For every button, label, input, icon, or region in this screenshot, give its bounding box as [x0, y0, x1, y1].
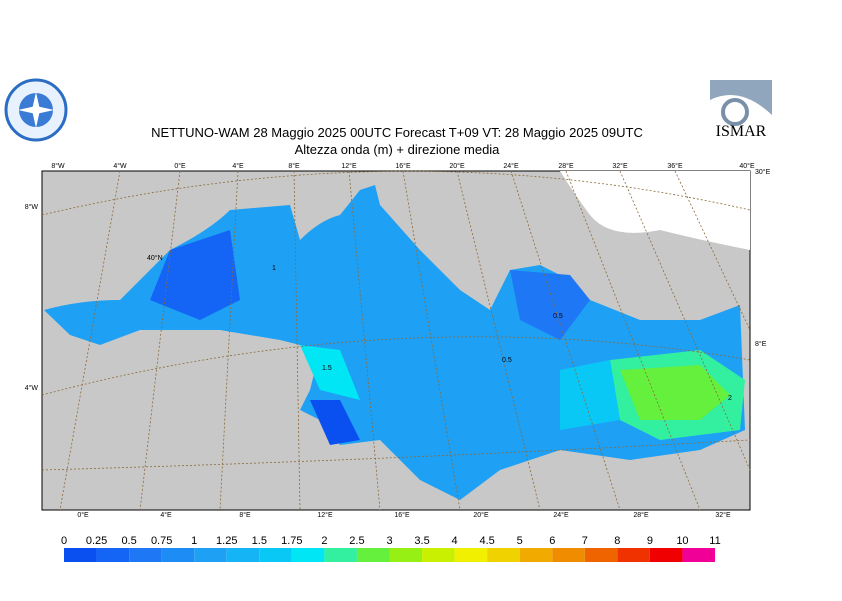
- lat-label: 30°E: [755, 168, 771, 176]
- lat-label: 8°E: [755, 340, 767, 348]
- contour-label: 2: [728, 395, 732, 402]
- colorbar-label: 1.5: [252, 535, 267, 547]
- map-labels: 8°W 4°W 0°E 4°E 8°E 12°E 16°E 20°E 24°E 28°E 32°E 3…: [25, 162, 771, 519]
- lon-label: 0°E: [174, 162, 186, 170]
- colorbar-label: 1.25: [216, 535, 237, 547]
- lon-label: 4°E: [232, 162, 244, 170]
- colorbar-label: 3.5: [414, 535, 429, 547]
- colorbar-swatch: [584, 548, 618, 562]
- lon-label: 4°E: [160, 511, 172, 519]
- logo-left: [4, 78, 68, 142]
- contour-label: 1.5: [322, 365, 332, 372]
- lon-label: 32°E: [715, 511, 731, 519]
- colorbar-swatch: [519, 548, 553, 562]
- colorbar-label: 3: [386, 535, 392, 547]
- colorbar-label: 10: [676, 535, 688, 547]
- subtitle: Altezza onda (m) + direzione media: [295, 142, 501, 157]
- lon-label: 0°E: [77, 511, 89, 519]
- lat-label: 8°W: [25, 203, 39, 211]
- lon-label: 36°E: [667, 162, 683, 170]
- colorbar-swatch: [259, 548, 292, 562]
- colorbar-label: 4: [452, 535, 458, 547]
- lon-label: 20°E: [449, 162, 465, 170]
- title: NETTUNO-WAM 28 Maggio 2025 00UTC Forecas…: [151, 125, 643, 140]
- colorbar-label: 2: [321, 535, 327, 547]
- logo-text: ISMAR: [716, 123, 767, 140]
- colorbar-swatch: [96, 548, 130, 562]
- colorbar-label: 11: [709, 535, 720, 547]
- colorbar: 0 0.25 0.5 0.75 1 1.25 1.5 1.75 2 2.5 3 3.5 4 4.5 5 6 7 8…: [61, 535, 721, 562]
- lon-label: 16°E: [395, 162, 411, 170]
- lon-label: 12°E: [317, 511, 333, 519]
- colorbar-swatch: [64, 548, 97, 562]
- lon-label: 8°E: [288, 162, 300, 170]
- colorbar-swatch: [161, 548, 195, 562]
- colorbar-label: 0.75: [151, 535, 172, 547]
- colorbar-swatch: [226, 548, 260, 562]
- lat-label: 4°W: [25, 384, 39, 392]
- contour-label: 0.5: [502, 357, 512, 364]
- colorbar-swatch: [552, 548, 585, 562]
- colorbar-label: 0.25: [86, 535, 107, 547]
- colorbar-swatch: [389, 548, 423, 562]
- colorbar-swatch: [617, 548, 650, 562]
- colorbar-label: 5: [517, 535, 523, 547]
- colorbar-swatch: [356, 548, 390, 562]
- map-area: [41, 170, 751, 511]
- contour-label: 1: [272, 265, 276, 272]
- colorbar-label: 9: [647, 535, 653, 547]
- lon-label: 28°E: [558, 162, 574, 170]
- lon-label: 24°E: [503, 162, 519, 170]
- lon-label: 28°E: [633, 511, 649, 519]
- colorbar-label: 1.75: [281, 535, 302, 547]
- lon-label: 24°E: [553, 511, 569, 519]
- colorbar-swatch: [129, 548, 162, 562]
- lon-label: 16°E: [394, 511, 410, 519]
- colorbar-swatch: [324, 548, 357, 562]
- colorbar-swatch: [649, 548, 683, 562]
- colorbar-swatch: [487, 548, 520, 562]
- colorbar-label: 4.5: [480, 535, 495, 547]
- colorbar-swatch: [422, 548, 455, 562]
- lon-label: 32°E: [612, 162, 628, 170]
- colorbar-swatch: [682, 548, 715, 562]
- lon-label: 40°E: [739, 162, 755, 170]
- colorbar-label: 0: [61, 535, 67, 547]
- lon-label: 8°W: [51, 162, 65, 170]
- lon-label: 4°W: [113, 162, 127, 170]
- colorbar-label: 1: [191, 535, 197, 547]
- colorbar-label: 2.5: [349, 535, 364, 547]
- lon-label: 12°E: [341, 162, 357, 170]
- lat-label: 40°N: [147, 254, 163, 262]
- colorbar-label: 0.5: [121, 535, 136, 547]
- colorbar-label: 7: [582, 535, 588, 547]
- colorbar-swatch: [194, 548, 227, 562]
- colorbar-swatch: [454, 548, 488, 562]
- colorbar-swatch: [291, 548, 325, 562]
- colorbar-label: 8: [614, 535, 620, 547]
- colorbar-label: 6: [549, 535, 555, 547]
- lon-label: 20°E: [473, 511, 489, 519]
- logo-right: ISMAR: [710, 80, 772, 142]
- lon-label: 8°E: [239, 511, 251, 519]
- contour-label: 0.5: [553, 313, 563, 320]
